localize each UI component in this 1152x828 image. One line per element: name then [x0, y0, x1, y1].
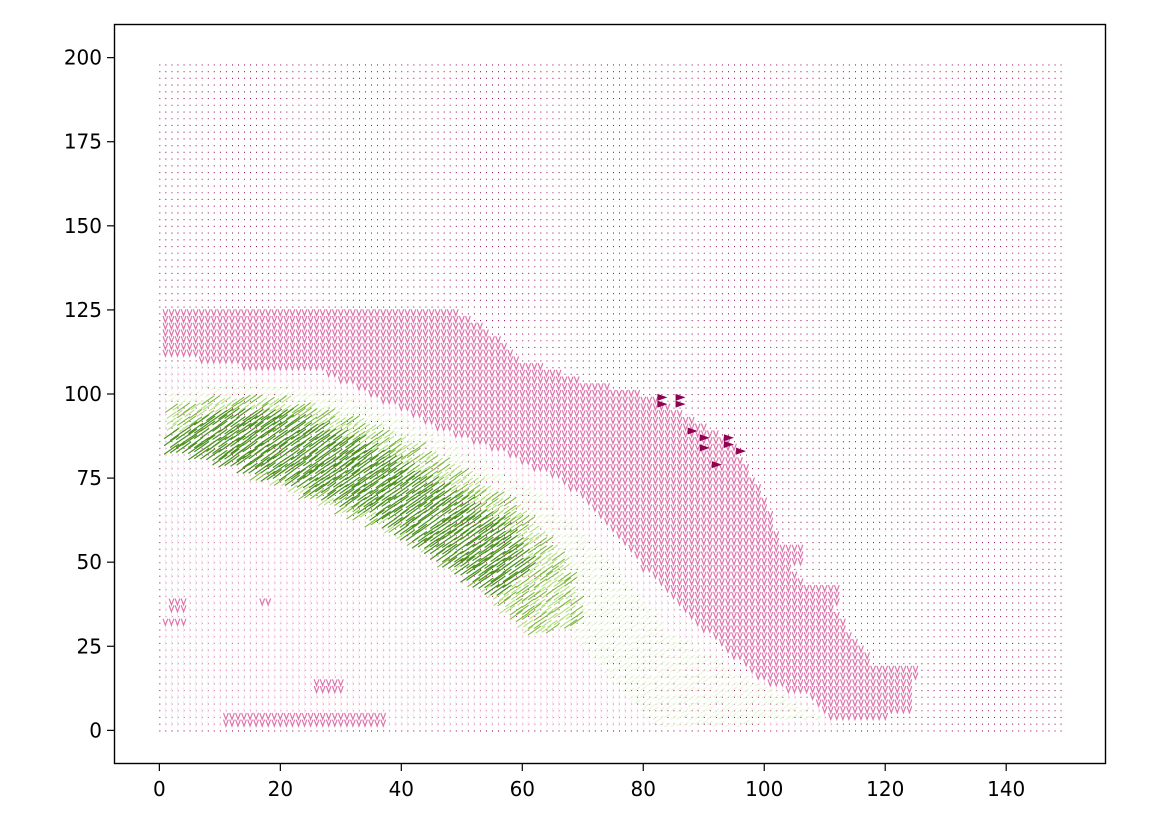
x-tick-label: 0: [153, 777, 166, 801]
arrows-light-pink: [164, 364, 832, 727]
quiver-field: [159, 64, 1062, 732]
y-tick-label: 50: [77, 550, 102, 574]
y-tick-label: 100: [64, 382, 102, 406]
y-tick-label: 175: [64, 130, 102, 154]
large-arrow: [687, 427, 698, 435]
x-tick-label: 140: [987, 777, 1025, 801]
y-tick-label: 25: [77, 634, 102, 658]
x-tick-label: 100: [745, 777, 783, 801]
x-tick-label: 60: [510, 777, 535, 801]
y-tick-label: 125: [64, 298, 102, 322]
large-arrow: [657, 393, 668, 401]
y-tick-label: 75: [77, 466, 102, 490]
x-tick-label: 80: [631, 777, 656, 801]
large-arrow: [723, 440, 734, 448]
large-arrow: [723, 434, 734, 442]
large-arrow: [657, 400, 668, 408]
large-arrow: [711, 461, 722, 469]
x-axis: 0 20 40 60 80 100 120 140: [153, 764, 1025, 801]
y-tick-label: 200: [64, 46, 102, 70]
y-tick-label: 0: [89, 718, 102, 742]
x-tick-label: 20: [268, 777, 293, 801]
y-tick-label: 150: [64, 214, 102, 238]
large-arrow: [699, 434, 710, 442]
arrows-dark-green: [163, 407, 536, 596]
arrows-pale-green: [162, 383, 822, 728]
plot-frame: [113, 23, 1107, 765]
large-arrow: [736, 447, 747, 455]
x-tick-label: 120: [866, 777, 904, 801]
large-arrow: [675, 393, 686, 401]
x-tick-label: 40: [389, 777, 414, 801]
arrows-pink: [162, 309, 919, 728]
large-arrow: [699, 444, 710, 452]
large-arrow: [675, 400, 686, 408]
arrows-green: [164, 394, 584, 636]
y-axis: 0 25 50 75 100 125 150 175 200: [64, 46, 114, 742]
